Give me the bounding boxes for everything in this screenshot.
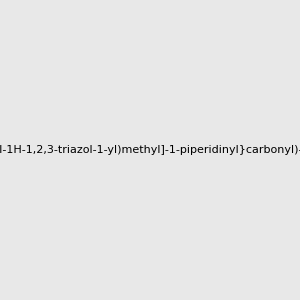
Text: 4-({4-[(4-benzyl-1H-1,2,3-triazol-1-yl)methyl]-1-piperidinyl}carbonyl)-2-pyrroli: 4-({4-[(4-benzyl-1H-1,2,3-triazol-1-yl)m… <box>0 145 300 155</box>
